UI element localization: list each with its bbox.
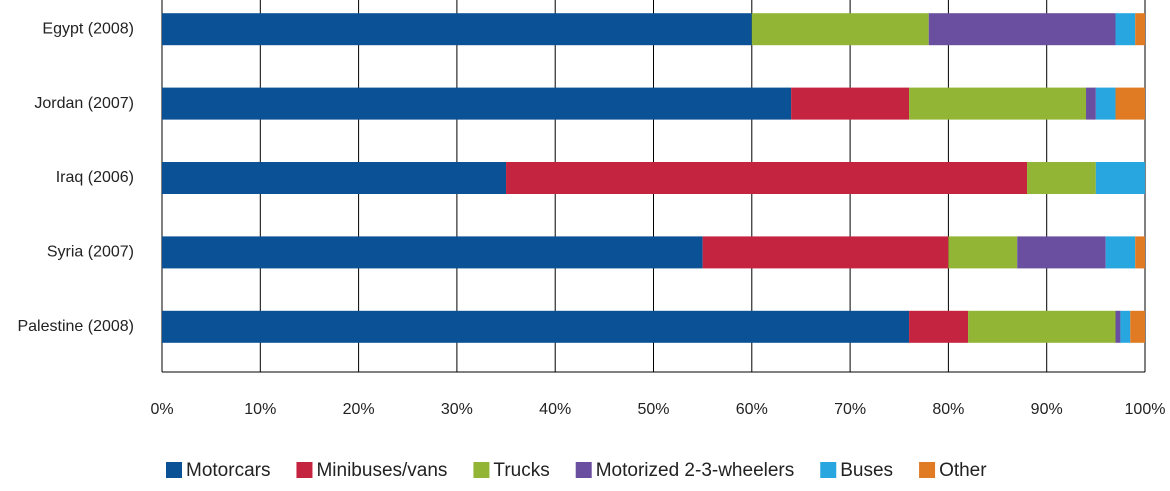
legend-label: Trucks — [493, 460, 549, 481]
bar-segment — [1135, 236, 1145, 269]
x-tick-label: 60% — [736, 401, 768, 418]
y-tick-label: Palestine (2008) — [17, 318, 134, 335]
bar-segment — [909, 310, 969, 343]
legend-swatch — [919, 462, 936, 478]
bar-segment — [1135, 13, 1145, 46]
legend-label: Motorized 2-3-wheelers — [596, 460, 795, 481]
x-tick-label: 50% — [637, 401, 669, 418]
x-tick-label: 0% — [150, 401, 173, 418]
bar-segment — [928, 13, 1116, 46]
bar-segment — [1105, 236, 1136, 269]
legend-swatch — [166, 462, 182, 478]
legend-label: Minibuses/vans — [316, 460, 447, 481]
bar-segment — [1115, 310, 1121, 343]
bar-segment — [1095, 87, 1116, 120]
legend-swatch — [473, 462, 490, 478]
y-tick-label: Syria (2007) — [47, 244, 134, 261]
bar-segment — [1120, 310, 1131, 343]
legend-label: Buses — [840, 460, 893, 481]
bar-segment — [1130, 310, 1145, 343]
x-tick-label: 70% — [834, 401, 866, 418]
bar-segment — [1017, 236, 1106, 269]
y-tick-label: Iraq (2006) — [56, 169, 134, 186]
bar-segment — [702, 236, 949, 269]
bar-segment — [1086, 87, 1096, 120]
x-tick-label: 80% — [932, 401, 964, 418]
legend-swatch — [296, 462, 313, 478]
bar-segment — [791, 87, 910, 120]
bar-segment — [162, 87, 792, 120]
y-tick-label: Jordan (2007) — [34, 95, 134, 112]
bar-segment — [162, 236, 703, 269]
bar-segment — [1115, 87, 1145, 120]
x-tick-label: 40% — [539, 401, 571, 418]
bar-segment — [162, 13, 752, 46]
bar-segment — [162, 162, 507, 194]
bar-segment — [1027, 162, 1096, 194]
y-tick-label: Egypt (2008) — [42, 20, 134, 37]
bar-segment — [162, 310, 910, 343]
legend-swatch — [820, 462, 837, 478]
bar-segment — [909, 87, 1087, 120]
bar-segment — [968, 310, 1116, 343]
x-tick-label: 10% — [244, 401, 276, 418]
bar-segment — [1095, 162, 1145, 194]
legend-label: Other — [939, 460, 987, 481]
bar-segment — [751, 13, 929, 46]
x-tick-label: 20% — [343, 401, 375, 418]
bar-segment — [1115, 13, 1136, 46]
legend-swatch — [575, 462, 592, 478]
legend-label: Motorcars — [186, 460, 270, 481]
x-tick-label: 100% — [1125, 401, 1166, 418]
bar-segment — [948, 236, 1018, 269]
x-tick-label: 90% — [1031, 401, 1063, 418]
bar-segment — [506, 162, 1028, 194]
x-tick-label: 30% — [441, 401, 473, 418]
